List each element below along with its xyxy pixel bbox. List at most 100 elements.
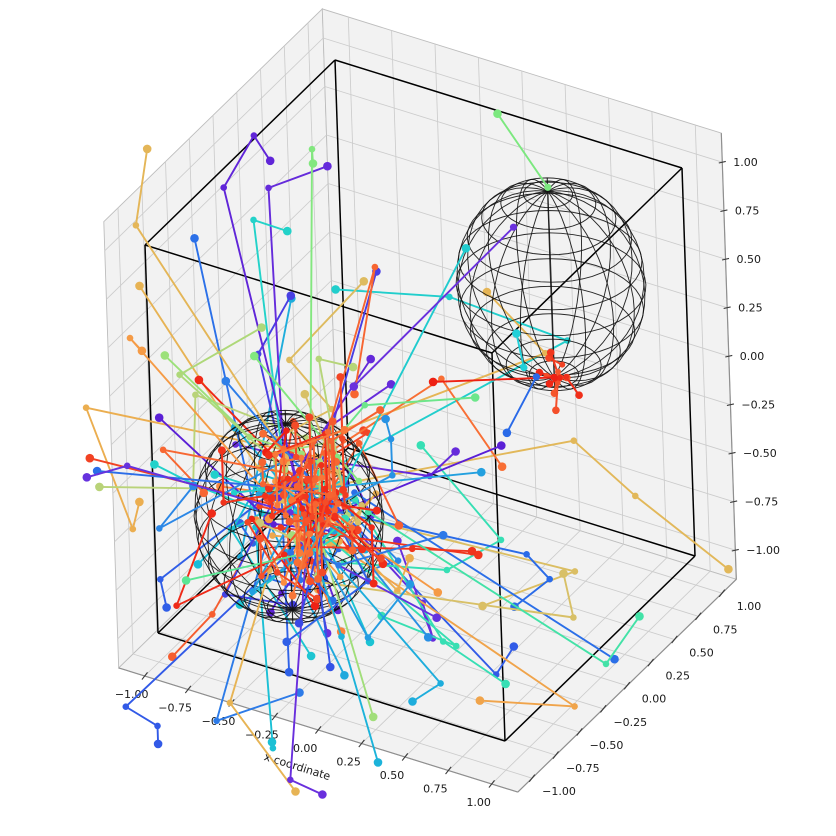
ray-line — [294, 424, 298, 458]
ray-point — [259, 480, 267, 488]
ray-point — [156, 525, 163, 532]
ray-point — [497, 462, 507, 472]
ray-point — [300, 510, 307, 517]
ray-line — [257, 471, 483, 496]
ray-point — [181, 576, 191, 585]
ray-point — [602, 660, 610, 668]
ray-line — [327, 383, 393, 429]
ray-point — [724, 564, 733, 574]
pole-cluster — [535, 348, 583, 415]
ray-point — [135, 281, 144, 291]
ray-point — [315, 355, 323, 363]
x-tick-label: 1.00 — [466, 796, 491, 809]
ray-line — [98, 393, 307, 490]
ray-point — [554, 379, 561, 386]
x-tick-label: 0.00 — [293, 742, 318, 755]
ray-point — [309, 513, 316, 521]
ray-point — [137, 346, 147, 356]
ray-point — [230, 489, 238, 497]
ray-point — [334, 500, 342, 507]
ray-point — [267, 494, 276, 503]
ray-point — [299, 505, 306, 512]
ray-line — [352, 226, 515, 388]
ray-point — [339, 435, 346, 442]
ray-point — [162, 603, 171, 612]
z-tick-label: 0.75 — [735, 205, 760, 218]
ray-point — [123, 462, 131, 470]
ray-point — [308, 159, 318, 168]
ray-point — [355, 440, 363, 447]
ray-point — [474, 550, 483, 560]
y-tick-label: −0.25 — [613, 716, 647, 729]
ray-point — [497, 441, 506, 450]
y-tick-label: −0.75 — [566, 762, 600, 775]
ray-point — [348, 362, 358, 372]
ray-point — [318, 474, 326, 481]
ray-point — [311, 476, 319, 483]
ray-point — [244, 519, 251, 526]
ray-point — [331, 285, 340, 294]
x-tick-label: 0.75 — [423, 783, 448, 796]
ray-line — [224, 380, 314, 485]
ray-point — [264, 451, 273, 460]
z-tick-label: 0.25 — [738, 302, 763, 315]
ray-point — [221, 591, 229, 598]
ray-point — [176, 371, 183, 379]
ray-point — [277, 524, 285, 531]
ray-point — [635, 612, 644, 621]
ray-point — [428, 377, 438, 387]
ray-point — [269, 744, 277, 752]
ray-point — [288, 591, 297, 600]
ray-line — [333, 514, 364, 551]
ray-point — [331, 512, 339, 520]
ray-point — [318, 568, 327, 577]
ray-point — [95, 482, 104, 492]
ray-point — [306, 530, 314, 538]
ray-point — [217, 446, 226, 455]
ray-point — [287, 776, 294, 784]
ray-point — [439, 638, 447, 645]
y-tick-label: 0.25 — [666, 670, 691, 683]
ray-point — [326, 491, 334, 498]
ray-line — [353, 491, 616, 661]
ray-point — [255, 518, 265, 528]
ray-point — [306, 651, 316, 661]
ray-point — [437, 680, 444, 687]
ray-point — [338, 633, 345, 640]
ray-point — [470, 393, 480, 402]
ray-point — [213, 717, 220, 725]
z-tick-label: 1.00 — [733, 156, 758, 169]
ray-point — [273, 569, 281, 576]
ray-point — [366, 354, 376, 364]
ray-point — [283, 226, 292, 236]
ray-point — [509, 642, 519, 651]
ray-point — [285, 517, 294, 526]
x-tick-label: −1.00 — [115, 688, 149, 701]
ray-point — [194, 375, 204, 385]
y-tick-label: 1.00 — [737, 600, 762, 613]
fixed-rays — [349, 109, 558, 438]
ray-point — [305, 413, 314, 422]
ray-line — [554, 381, 559, 412]
ray-point — [359, 277, 369, 286]
ray-point — [509, 223, 518, 231]
ray-point — [250, 216, 257, 224]
ray-point — [340, 514, 350, 524]
ray-point — [335, 562, 342, 569]
ray-point — [157, 576, 164, 583]
ray-line — [337, 439, 730, 571]
ray-line — [296, 495, 301, 554]
z-tick-label: −0.25 — [741, 399, 775, 412]
ray-point — [269, 532, 276, 539]
upper-right-wireframe-sphere — [455, 177, 647, 392]
ray-point — [520, 364, 528, 372]
ray-point — [294, 618, 304, 628]
ray-point — [323, 161, 332, 171]
ray-point — [258, 573, 265, 580]
ray-point — [368, 712, 378, 722]
ray-point — [405, 553, 414, 563]
ray-point — [394, 557, 402, 564]
ray-point — [256, 534, 265, 543]
ray-point — [340, 426, 349, 434]
